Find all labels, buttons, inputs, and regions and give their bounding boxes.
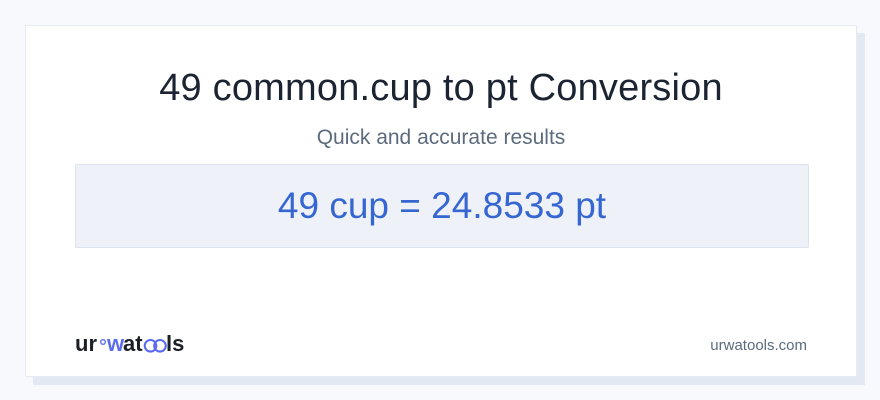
svg-text:ls: ls (166, 331, 184, 356)
svg-text:at: at (123, 331, 143, 356)
svg-text:ur: ur (75, 331, 97, 356)
